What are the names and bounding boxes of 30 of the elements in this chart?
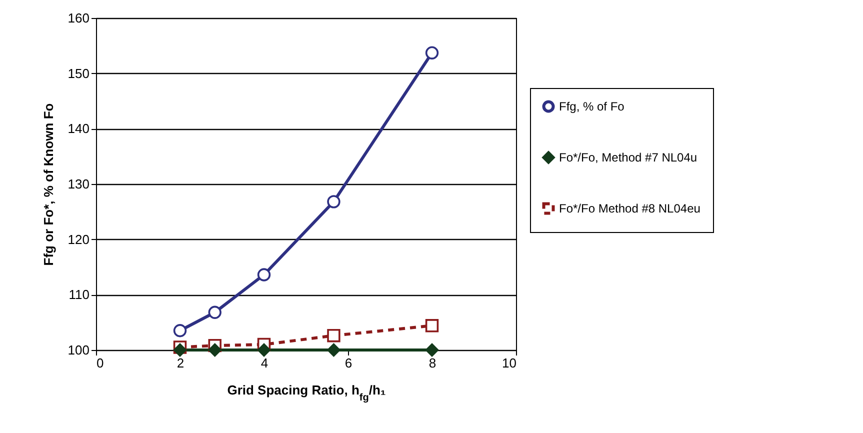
y-tick-label: 160 — [68, 10, 90, 26]
point — [327, 329, 340, 342]
y-tick-label: 150 — [68, 66, 90, 81]
point — [327, 195, 340, 208]
x-tick-label: 0 — [96, 356, 104, 370]
point — [208, 306, 222, 319]
legend-label: Fo*/Fo, Method #7 NL04u — [559, 150, 698, 164]
y-axis-title: Ffg or Fo*, % of Known Fo — [40, 103, 56, 266]
y-tick-label: 120 — [68, 232, 90, 247]
x-axis-title: Grid Spacing Ratio, h$_{fg}$/h₁ — [227, 382, 386, 403]
point — [257, 343, 271, 357]
point — [425, 46, 439, 60]
x-tick-label: 2 — [176, 356, 184, 370]
legend-label: Ffg, % of Fo — [559, 100, 625, 114]
y-tick-label: 130 — [68, 176, 90, 192]
point — [425, 319, 439, 332]
x-tick-label: 8 — [428, 356, 436, 370]
point — [173, 343, 187, 357]
point — [257, 268, 271, 282]
legend-label: Fo*/Fo Method #8 NL04eu — [559, 202, 700, 216]
point — [208, 343, 222, 357]
point — [425, 343, 439, 357]
y-tick-label: 140 — [68, 121, 90, 136]
x-tick-label: 10 — [502, 356, 516, 370]
x-tick-label: 4 — [260, 356, 268, 370]
point — [327, 343, 340, 357]
x-tick-label: 6 — [344, 356, 352, 370]
y-tick-label: 100 — [68, 342, 90, 358]
y-tick-label: 110 — [68, 287, 90, 302]
point — [173, 324, 187, 338]
